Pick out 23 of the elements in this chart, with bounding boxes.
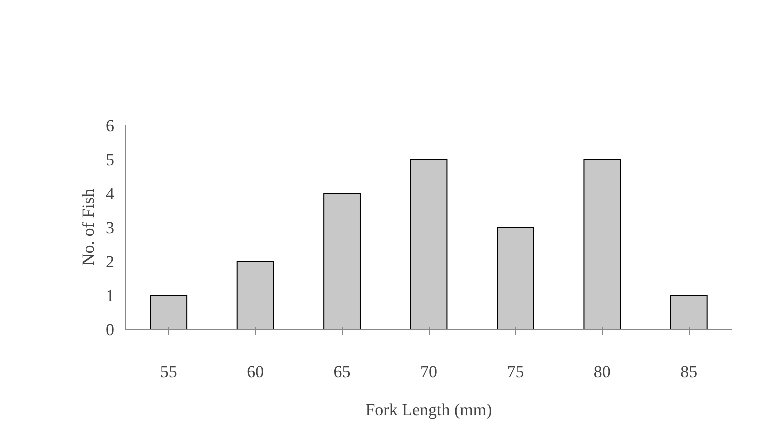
y-tick-label: 6 (106, 116, 114, 136)
x-axis-title: Fork Length (mm) (366, 400, 492, 420)
x-tick-label: 70 (420, 362, 438, 382)
y-tick-label: 5 (106, 150, 114, 170)
bar (324, 193, 361, 330)
bar (150, 295, 188, 330)
x-tick-label: 75 (507, 362, 524, 382)
bar (236, 261, 274, 330)
x-tick-label: 60 (247, 362, 264, 382)
y-axis-title: No. of Fish (79, 188, 98, 266)
y-tick-label: 3 (106, 218, 114, 238)
bar (584, 159, 622, 330)
x-tick-label: 80 (594, 362, 611, 382)
bar (497, 227, 534, 330)
y-tick-label: 2 (106, 252, 114, 272)
y-tick-label: 4 (106, 184, 115, 204)
x-tick-label: 85 (680, 362, 698, 382)
x-tick-label: 65 (334, 362, 351, 382)
y-tick-label: 0 (106, 320, 114, 340)
bar (410, 159, 448, 330)
bar (670, 295, 708, 330)
y-tick-label: 1 (106, 286, 114, 306)
x-tick-label: 55 (160, 362, 178, 382)
